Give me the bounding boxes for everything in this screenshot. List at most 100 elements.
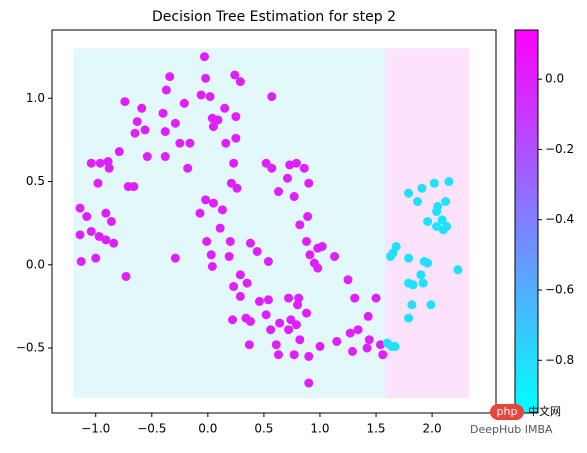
- point: [160, 152, 170, 162]
- watermark: 中文网: [528, 404, 561, 418]
- x-tick-label: 0.5: [254, 422, 273, 436]
- x-tick-label: 1.5: [366, 422, 385, 436]
- point: [315, 341, 325, 351]
- chart-title: Decision Tree Estimation for step 2: [152, 9, 396, 25]
- point: [185, 138, 195, 148]
- point: [221, 138, 231, 148]
- watermark: DeepHub IMBA: [470, 423, 553, 436]
- point: [291, 158, 301, 168]
- x-tick-label: 2.0: [423, 422, 442, 436]
- point: [201, 195, 211, 205]
- point: [231, 112, 241, 122]
- point: [362, 343, 372, 353]
- point: [273, 350, 283, 360]
- colorbar-tick-label: 0.0: [545, 72, 564, 86]
- point: [160, 127, 170, 137]
- point: [120, 97, 130, 107]
- y-tick-label: 0.0: [26, 257, 45, 271]
- point: [423, 217, 433, 226]
- point: [330, 251, 340, 261]
- point: [404, 313, 414, 323]
- point: [426, 300, 436, 310]
- point: [195, 208, 205, 218]
- point: [429, 178, 439, 188]
- colorbar: [514, 29, 539, 414]
- point: [404, 278, 414, 288]
- point: [170, 118, 180, 128]
- point: [158, 108, 168, 118]
- point: [376, 340, 386, 350]
- point: [364, 335, 374, 345]
- point: [302, 236, 312, 246]
- point: [129, 182, 139, 192]
- point: [140, 125, 150, 135]
- point: [293, 300, 303, 310]
- point: [302, 308, 312, 318]
- point: [386, 251, 396, 261]
- watermark-badge: [490, 404, 524, 420]
- point: [132, 117, 142, 127]
- x-tick-label: −0.5: [137, 422, 166, 436]
- point: [363, 311, 373, 321]
- point: [263, 295, 273, 305]
- point: [423, 258, 433, 268]
- point: [217, 205, 227, 215]
- point: [289, 350, 299, 360]
- y-tick-label: −0.5: [16, 341, 45, 355]
- point: [390, 341, 400, 351]
- point: [294, 293, 304, 303]
- point: [266, 325, 276, 335]
- point: [109, 238, 119, 248]
- point: [121, 271, 131, 281]
- point: [391, 241, 401, 251]
- point: [229, 281, 239, 291]
- point: [95, 158, 105, 168]
- point: [417, 183, 427, 193]
- point: [343, 275, 353, 285]
- point: [441, 197, 451, 207]
- point: [242, 278, 252, 288]
- point: [350, 293, 360, 303]
- point: [230, 70, 240, 80]
- point: [205, 92, 215, 102]
- point: [232, 183, 242, 193]
- point: [220, 103, 230, 113]
- point: [104, 163, 114, 173]
- point: [432, 221, 442, 231]
- colorbar-tick-label: −0.8: [545, 353, 574, 367]
- point: [254, 296, 264, 306]
- point: [235, 291, 245, 301]
- point: [244, 340, 254, 350]
- point: [413, 197, 423, 207]
- x-tick-label: 1.0: [310, 422, 329, 436]
- point: [371, 293, 381, 303]
- point: [137, 103, 147, 113]
- point: [231, 133, 241, 143]
- point: [206, 250, 216, 260]
- colorbar-tick-label: −0.6: [545, 283, 574, 297]
- point: [317, 241, 327, 251]
- y-tick-label: 0.5: [26, 174, 45, 188]
- point: [407, 300, 417, 310]
- point: [295, 220, 305, 230]
- point: [442, 221, 452, 231]
- point: [433, 202, 443, 212]
- point: [235, 77, 245, 87]
- point: [213, 115, 223, 125]
- point: [284, 293, 294, 303]
- point: [86, 158, 96, 168]
- point: [284, 325, 294, 335]
- point: [303, 212, 313, 222]
- point: [453, 265, 463, 275]
- point: [165, 72, 175, 82]
- point: [82, 212, 92, 222]
- point: [345, 328, 355, 338]
- point: [114, 147, 124, 157]
- point: [313, 263, 323, 273]
- point: [353, 325, 363, 335]
- point: [304, 351, 314, 361]
- point: [76, 256, 86, 266]
- point: [183, 163, 193, 173]
- point: [75, 203, 85, 213]
